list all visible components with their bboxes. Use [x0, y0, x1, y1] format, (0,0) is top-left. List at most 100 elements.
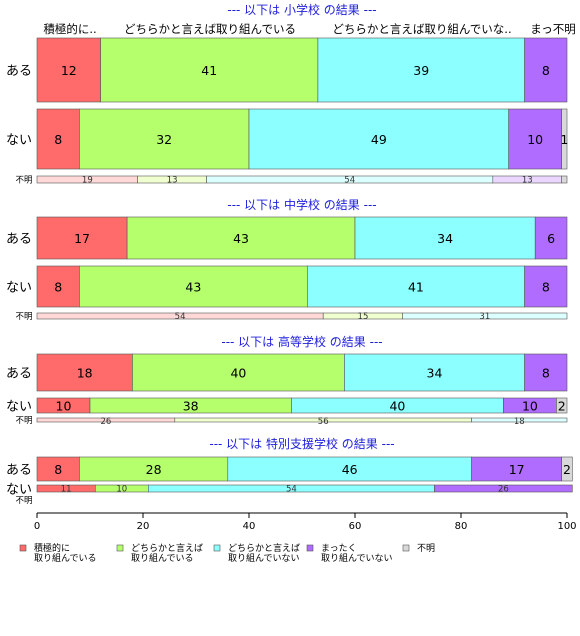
bar-segment [36, 353, 133, 392]
bar-value-label: 6 [547, 231, 555, 246]
bar-value-label: 2 [563, 462, 571, 477]
bar-value-label: 2 [558, 399, 566, 414]
bar-value-label: 43 [185, 280, 201, 295]
legend-label-line: 取り組んでいない [321, 552, 393, 564]
panel-title: --- 以下は 小学校 の結果 --- [227, 2, 376, 17]
bar-value-label: 46 [342, 462, 358, 477]
bar-segment [36, 216, 128, 260]
bar-value-label: 12 [61, 63, 77, 78]
bar-value-label: 43 [233, 231, 249, 246]
bar-value-label: 13 [167, 176, 178, 186]
bar-value-label: 49 [371, 132, 387, 147]
bar-segment [402, 312, 568, 320]
bar-value-label: 15 [358, 312, 369, 322]
column-header: 積極的に.. [43, 22, 96, 36]
legend-label-line: 積極的に [34, 542, 70, 554]
bar-value-label: 11 [61, 485, 72, 495]
x-tick-label: 20 [137, 521, 150, 532]
bar-segment [508, 108, 563, 170]
row-label: 不明 [15, 496, 32, 506]
legend-label: どちらかと言えば取り組んでいる [131, 542, 203, 564]
bar-value-label: 26 [100, 417, 111, 427]
bar-value-label: 18 [514, 417, 525, 427]
bar-value-label: 17 [509, 462, 525, 477]
row-label: ない [6, 133, 32, 148]
x-tick-label: 0 [34, 521, 40, 532]
bar-value-label: 34 [437, 231, 453, 246]
bar-segment [556, 397, 568, 414]
bar-value-label: 8 [54, 132, 62, 147]
column-header: どちらかと言えば取り組んでいな.. [332, 22, 511, 36]
bar-segment [317, 37, 525, 103]
bar-value-label: 8 [54, 462, 62, 477]
legend-swatch [306, 544, 314, 552]
column-header: どちらかと言えば取り組んでいる [124, 22, 296, 36]
bar-value-label: 10 [522, 399, 538, 414]
x-tick-label: 100 [557, 521, 576, 532]
panel-title: --- 以下は 中学校 の結果 --- [227, 197, 376, 212]
bar-segment [306, 265, 525, 308]
bar-value-label: 28 [146, 462, 162, 477]
bar-value-label: 10 [116, 485, 127, 495]
bar-value-label: 34 [427, 366, 443, 381]
bar-segment [126, 216, 356, 260]
row-label: ある [6, 367, 32, 382]
panel-title: --- 以下は 高等学校 の結果 --- [221, 334, 382, 349]
row-label: ある [6, 64, 32, 79]
bar-value-label: 54 [286, 485, 297, 495]
legend-label: 積極的に取り組んでいる [34, 542, 97, 564]
bar-segment [100, 37, 319, 103]
bar-segment [471, 417, 568, 423]
bar-segment [36, 108, 80, 170]
bar-value-label: 56 [318, 417, 329, 427]
row-label: 不明 [15, 416, 32, 426]
row-label: 不明 [15, 312, 32, 322]
row-label: 不明 [15, 176, 32, 186]
x-tick-label: 80 [455, 521, 468, 532]
bar-value-label: 40 [230, 366, 246, 381]
bar-segment [79, 108, 250, 170]
legend-label-line: まったく [321, 543, 357, 554]
legend-swatch [116, 544, 124, 552]
bar-value-label: 17 [74, 231, 90, 246]
bar-value-label: 19 [82, 176, 93, 186]
bar-value-label: 40 [389, 399, 405, 414]
x-tick-label: 60 [349, 521, 362, 532]
bar-value-label: 26 [498, 485, 509, 495]
panel-title: --- 以下は 特別支援学校 の結果 --- [209, 436, 394, 451]
legend-label-line: 取り組んでいない [228, 552, 300, 564]
bar-segment [132, 353, 345, 392]
bar-value-label: 8 [542, 280, 550, 295]
legend-label: 不明 [417, 543, 435, 554]
bar-segment [36, 37, 101, 103]
bar-segment [36, 265, 80, 308]
row-label: ない [6, 400, 32, 415]
bar-segment [248, 108, 510, 170]
bar-value-label: 10 [527, 132, 543, 147]
legend-label-line: どちらかと言えば [228, 542, 300, 554]
legend-label: まったく取り組んでいない [321, 543, 393, 564]
bar-segment [524, 37, 568, 103]
bar-segment [561, 175, 568, 184]
bar-segment [434, 484, 573, 493]
legend-label-line: 不明 [417, 543, 435, 554]
bar-segment [36, 456, 80, 482]
bar-value-label: 10 [56, 399, 72, 414]
bar-segment [524, 265, 568, 308]
row-label: ない [6, 281, 32, 296]
bar-segment [561, 108, 568, 170]
row-label: ない [6, 483, 32, 498]
bar-value-label: 38 [183, 399, 199, 414]
bar-segment [561, 456, 573, 482]
bar-value-label: 8 [542, 63, 550, 78]
row-label: ある [6, 232, 32, 247]
bar-segment [534, 216, 568, 260]
legend-swatch [402, 544, 410, 552]
bar-segment [227, 456, 472, 482]
legend-label-line: 取り組んでいる [34, 552, 97, 564]
column-header: まっ不明 [530, 22, 576, 36]
legend-label-line: どちらかと言えば [131, 542, 203, 554]
bar-value-label: 18 [77, 366, 93, 381]
bar-value-label: 13 [522, 176, 533, 186]
